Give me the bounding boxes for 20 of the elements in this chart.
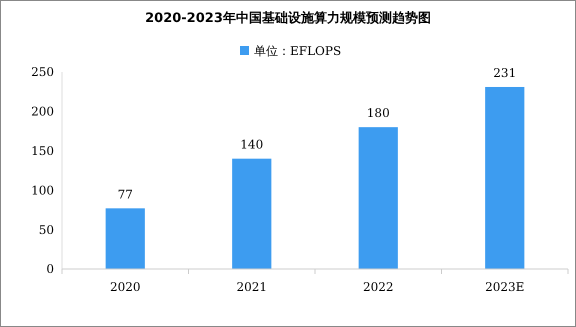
y-tick-label: 250 [31, 65, 54, 80]
bar [232, 158, 272, 269]
legend-label: 单位：EFLOPS [254, 44, 342, 58]
bar [485, 86, 524, 269]
y-tick-label: 0 [46, 262, 54, 276]
y-tick-label: 150 [31, 144, 54, 158]
data-label: 180 [366, 106, 390, 120]
y-tick-label: 200 [31, 104, 54, 119]
x-tick-label: 2021 [236, 280, 268, 294]
x-tick-label: 2020 [110, 280, 141, 294]
x-tick-label: 2022 [362, 280, 394, 294]
y-tick-label: 100 [31, 183, 54, 198]
data-label: 77 [118, 187, 133, 202]
x-tick-label: 2023E [485, 280, 524, 294]
data-label: 231 [493, 66, 516, 80]
y-tick-label: 50 [38, 222, 54, 237]
bar [358, 127, 398, 269]
chart-title: 2020-2023年中国基础设施算力规模预测趋势图 [145, 10, 431, 26]
data-label: 140 [240, 138, 264, 152]
bar [106, 208, 145, 269]
